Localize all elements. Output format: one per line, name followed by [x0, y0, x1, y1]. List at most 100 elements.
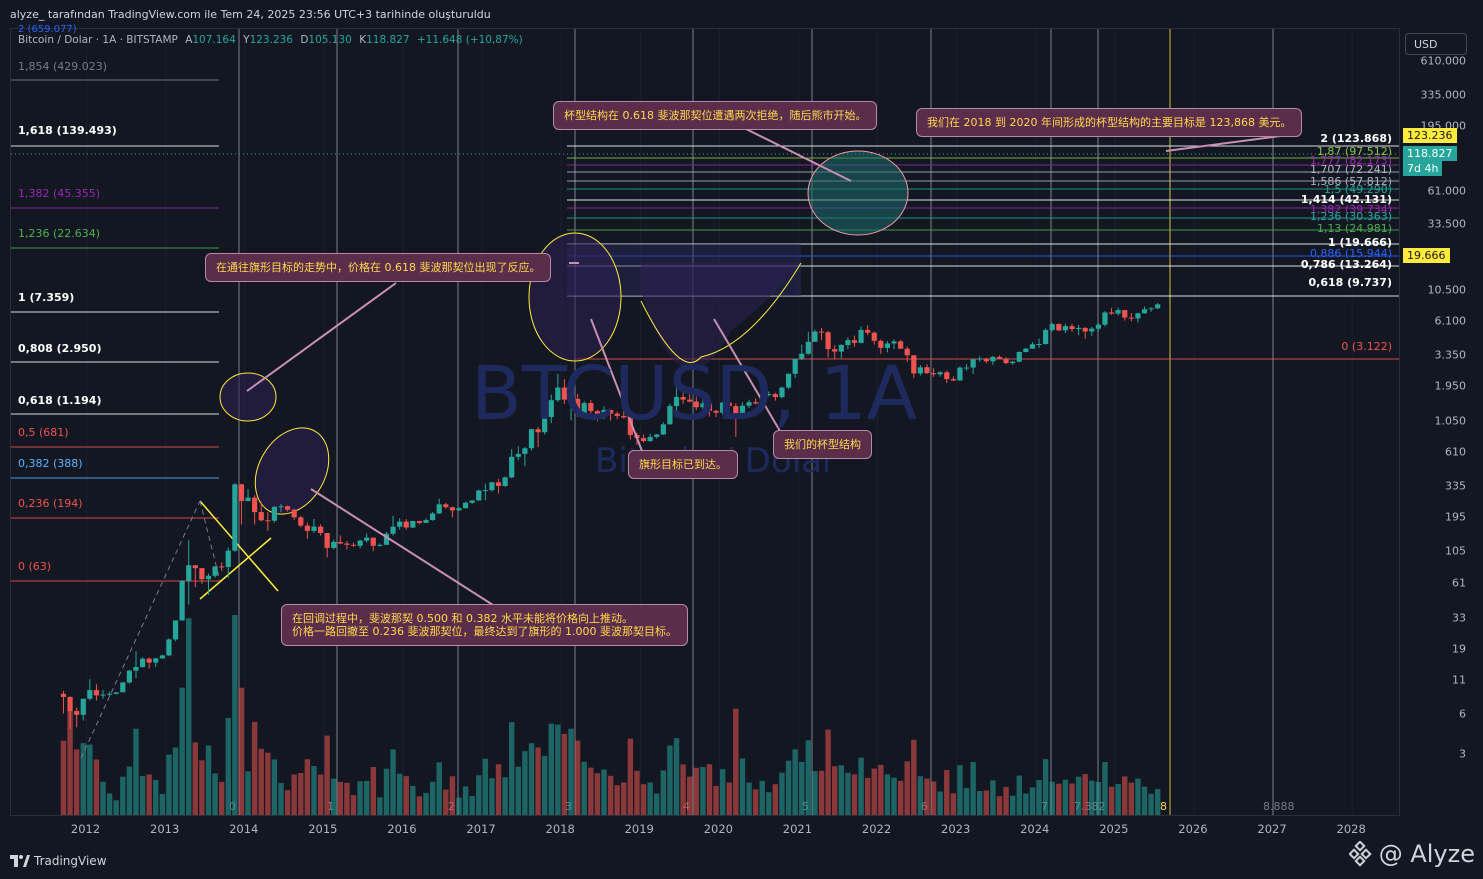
projection-line	[80, 500, 201, 759]
volume-bar	[416, 796, 423, 815]
candle-body	[673, 397, 680, 407]
fib-time-label: 8	[1160, 800, 1167, 813]
volume-bar	[449, 776, 456, 815]
candles	[60, 302, 1161, 730]
candle-body	[166, 639, 172, 656]
triangle-line	[199, 500, 279, 592]
candle-body	[232, 484, 238, 551]
volume-bar	[1036, 779, 1042, 815]
volume-bar	[1023, 793, 1029, 815]
yellow-ellipse-2018	[528, 232, 622, 362]
candle-body	[627, 417, 633, 436]
price-axis[interactable]: 610.000 335.000 195.000 61.000 33.500 10.500 6…	[1401, 55, 1483, 816]
volume-bar	[706, 764, 713, 815]
volume-bar	[462, 786, 469, 815]
volume-bar	[858, 757, 864, 815]
volume-bar	[871, 768, 877, 815]
yellow-circle-2014	[219, 372, 277, 422]
chart-area[interactable]: 012345677.38288.888 BTCUSD, 1A Bitcoin /…	[10, 28, 1400, 816]
price-axis-tick: 61	[1452, 576, 1466, 590]
volume-bar	[884, 774, 891, 815]
volume-bar	[331, 778, 337, 815]
volume-bar	[1102, 762, 1108, 815]
candle-body	[1102, 312, 1108, 325]
candle-body	[423, 520, 429, 523]
volume-bar	[515, 766, 522, 815]
candle-body	[950, 379, 956, 381]
candle-body	[930, 373, 937, 375]
candle-body	[430, 513, 436, 521]
volume-bar	[818, 770, 825, 815]
low-value: 105.130	[308, 34, 352, 46]
fib-time-label: 1	[327, 800, 334, 813]
volume-bar	[1128, 782, 1135, 815]
candle-body	[357, 540, 363, 546]
volume-bar	[456, 797, 462, 815]
volume-bar	[370, 767, 376, 815]
volume-bar	[1141, 786, 1148, 815]
candle-body	[963, 367, 970, 369]
candle-body	[1016, 351, 1022, 362]
volume-bar	[772, 784, 779, 815]
volume-bar	[403, 776, 409, 815]
time-axis-label: 2012	[70, 822, 101, 836]
currency-button[interactable]: USD	[1405, 33, 1467, 55]
candle-body	[726, 402, 732, 407]
last-price-tag: 118.827	[1403, 146, 1457, 161]
callout-cup: 我们的杯型结构	[773, 430, 872, 459]
volume-bar	[1089, 780, 1095, 815]
volume-bar	[100, 781, 106, 815]
time-axis[interactable]: 2012 2013 2014 2015 2016 2017 2018 2019 2020 2021…	[10, 816, 1400, 844]
candle-body	[990, 356, 996, 362]
candle-body	[120, 682, 126, 693]
volume-bar	[179, 687, 185, 815]
triangle-line	[199, 537, 272, 600]
price-axis-tick: 105	[1445, 544, 1466, 558]
volume-bar	[878, 764, 884, 815]
candle-body	[60, 693, 67, 698]
candle-body	[746, 402, 752, 406]
price-chart[interactable]: 012345677.38288.888	[11, 29, 1400, 816]
volume-bar	[509, 722, 515, 815]
candle-body	[647, 436, 653, 442]
candle-body	[258, 512, 264, 521]
volume-bar	[363, 780, 370, 815]
candle-body	[733, 406, 739, 418]
candle-body	[179, 580, 185, 621]
volume-bar	[634, 770, 640, 815]
fib-left-label: 0,382 (388)	[18, 457, 83, 470]
candle-body	[858, 329, 864, 343]
volume-bar	[660, 770, 667, 815]
candle-body	[621, 415, 627, 418]
volume-bar	[864, 777, 871, 815]
fib-right-label: 0,786 (13.264)	[1300, 258, 1392, 271]
volume-bar	[133, 728, 139, 815]
candle-body	[1029, 344, 1036, 349]
candle-body	[350, 544, 357, 546]
callout-main-target: 我们在 2018 到 2020 年间形成的杯型结构的主要目标是 123,868 …	[916, 108, 1303, 137]
price-axis-tick: 33	[1452, 611, 1466, 625]
candle-body	[133, 667, 139, 671]
candle-body	[911, 355, 917, 374]
callout-main-target-text: 我们在 2018 到 2020 年间形成的杯型结构的主要目标是 123,868 …	[927, 116, 1292, 129]
volume-bar	[924, 778, 930, 815]
volume-bar	[904, 761, 910, 815]
candle-body	[462, 502, 469, 509]
volume-bar	[1154, 789, 1161, 815]
candle-body	[1082, 327, 1088, 332]
fib-left-label: 1,382 (45.355)	[18, 187, 101, 200]
time-axis-label: 2022	[861, 822, 892, 836]
candle-body	[245, 497, 251, 502]
annotation-shapes	[80, 150, 909, 759]
price-axis-tick: 3	[1459, 747, 1466, 761]
yellow-ellipse-2014	[254, 427, 330, 515]
volume-bar	[805, 740, 812, 815]
candle-body	[502, 477, 508, 487]
volume-bar	[1108, 786, 1115, 815]
callout-reaction: 在通往旗形目标的走势中，价格在 0.618 斐波那契位出现了反应。	[205, 253, 552, 282]
volume-bar	[126, 766, 133, 815]
candle-body	[199, 568, 205, 580]
volume-bar	[232, 615, 238, 815]
volume-bar	[812, 771, 818, 815]
footer: TradingView @ Alyze	[0, 840, 1483, 879]
